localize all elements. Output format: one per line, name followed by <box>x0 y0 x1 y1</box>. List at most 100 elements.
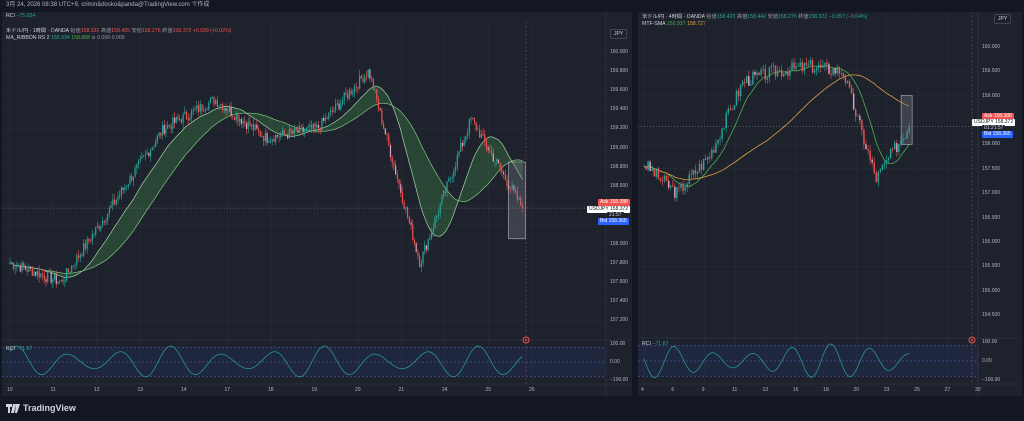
time-tick-label: 24 <box>442 387 448 393</box>
candle-body <box>201 104 203 111</box>
candle-body <box>170 125 172 129</box>
left-rci-top: RCI −75.024 <box>6 13 35 20</box>
candle-body <box>898 143 900 152</box>
candle-body <box>69 271 71 273</box>
candle-body <box>762 68 764 70</box>
right-currency-badge[interactable]: JPY <box>994 14 1012 24</box>
candle-body <box>760 69 762 76</box>
candle-body <box>482 134 484 135</box>
candle-body <box>682 183 684 191</box>
candle-body <box>50 272 52 283</box>
candle-body <box>77 255 80 258</box>
candle-body <box>41 273 44 276</box>
candle-body <box>828 64 830 74</box>
candle-body <box>12 262 15 269</box>
candle-body <box>768 67 771 78</box>
candle-body <box>809 60 812 65</box>
candle-body <box>739 84 742 97</box>
candle-body <box>48 271 51 273</box>
candle-body <box>655 168 658 177</box>
candle-body <box>67 268 69 273</box>
candle-body <box>52 279 54 283</box>
candle-body <box>103 220 105 223</box>
topbar-caption: 3月 24, 2026 08:38 UTC+9, crimin&dosko&pa… <box>6 2 210 8</box>
candle-body <box>398 179 400 185</box>
candle-body <box>259 130 261 137</box>
candle-body <box>838 67 840 74</box>
candle-body <box>400 184 402 193</box>
candle-body <box>696 171 699 174</box>
candle-body <box>156 135 158 142</box>
candle-body <box>496 159 498 162</box>
left-rci-legend: RCI −71.67 <box>6 346 33 352</box>
candle-body <box>388 134 390 146</box>
candle-body <box>787 70 789 76</box>
candle-body <box>108 207 111 214</box>
candle-body <box>758 72 760 76</box>
price-tick-label: 157.400 <box>610 298 629 305</box>
candle-body <box>141 156 143 159</box>
candle-body <box>180 119 182 123</box>
candle-body <box>341 100 344 104</box>
rci-tick-label: 0.00 <box>610 359 620 365</box>
candle-body <box>62 279 64 282</box>
right-rci-legend: RCI −71.67 <box>642 341 669 347</box>
candle-body <box>877 171 880 182</box>
candle-body <box>125 186 128 188</box>
candle-body <box>16 266 18 268</box>
candle-body <box>449 178 452 179</box>
candle-body <box>735 90 738 106</box>
candle-body <box>139 158 141 161</box>
candle-body <box>881 164 884 170</box>
left-symbol-title: 米ドル/円 · 1時間 · OANDA <box>6 28 69 34</box>
candle-body <box>731 109 734 110</box>
candle-body <box>175 117 177 123</box>
candle-body <box>684 187 686 191</box>
candle-body <box>14 267 16 269</box>
left-currency-badge[interactable]: JPY <box>610 29 628 39</box>
candle-body <box>290 129 292 132</box>
candle-body <box>151 147 153 151</box>
ma-ribbon-fill <box>10 86 523 278</box>
candle-body <box>247 121 249 129</box>
candle-body <box>503 171 505 174</box>
right-indicator-line[interactable]: MTF-SMA 158.937 158.727 <box>642 21 706 27</box>
candle-body <box>206 109 208 111</box>
candle-body <box>273 139 275 142</box>
candle-body <box>129 176 131 185</box>
left-chart-pane[interactable] <box>2 12 632 396</box>
tradingview-logo[interactable]: TradingView <box>6 403 76 413</box>
left-bid-tag: Bid 158.365 <box>598 218 629 225</box>
right-chart-pane[interactable] <box>638 12 1022 396</box>
candle-body <box>127 184 129 187</box>
left-indicator-line[interactable]: MA_RIBBON RS 2 158.934 158.888 ⊘ 0.000 0… <box>6 35 125 41</box>
right-ask-tag: Ask 158.388 <box>982 113 1014 120</box>
candle-body <box>283 130 285 135</box>
candle-body <box>165 128 167 134</box>
candle-body <box>741 81 744 85</box>
time-tick-label: 21 <box>398 387 405 393</box>
candle-body <box>297 130 299 133</box>
candle-body <box>670 185 672 188</box>
candle-body <box>53 274 56 280</box>
candle-body <box>791 62 793 71</box>
candle-body <box>245 122 248 129</box>
candle-body <box>688 174 690 184</box>
candle-body <box>857 115 859 117</box>
candle-body <box>879 169 882 172</box>
candle-body <box>902 138 904 141</box>
candle-body <box>499 163 501 169</box>
candle-body <box>412 224 414 241</box>
candle-body <box>518 197 520 200</box>
candle-body <box>365 76 368 78</box>
left-ask-tag: Ask 158.388 <box>598 199 630 206</box>
candle-body <box>177 117 179 120</box>
candle-body <box>64 280 66 282</box>
candle-body <box>448 178 450 182</box>
candle-body <box>389 145 392 158</box>
candle-body <box>182 114 184 123</box>
candle-body <box>663 175 666 181</box>
candle-body <box>155 141 157 147</box>
eye-icon[interactable]: ⊘ <box>91 35 96 41</box>
candle-body <box>846 81 849 83</box>
